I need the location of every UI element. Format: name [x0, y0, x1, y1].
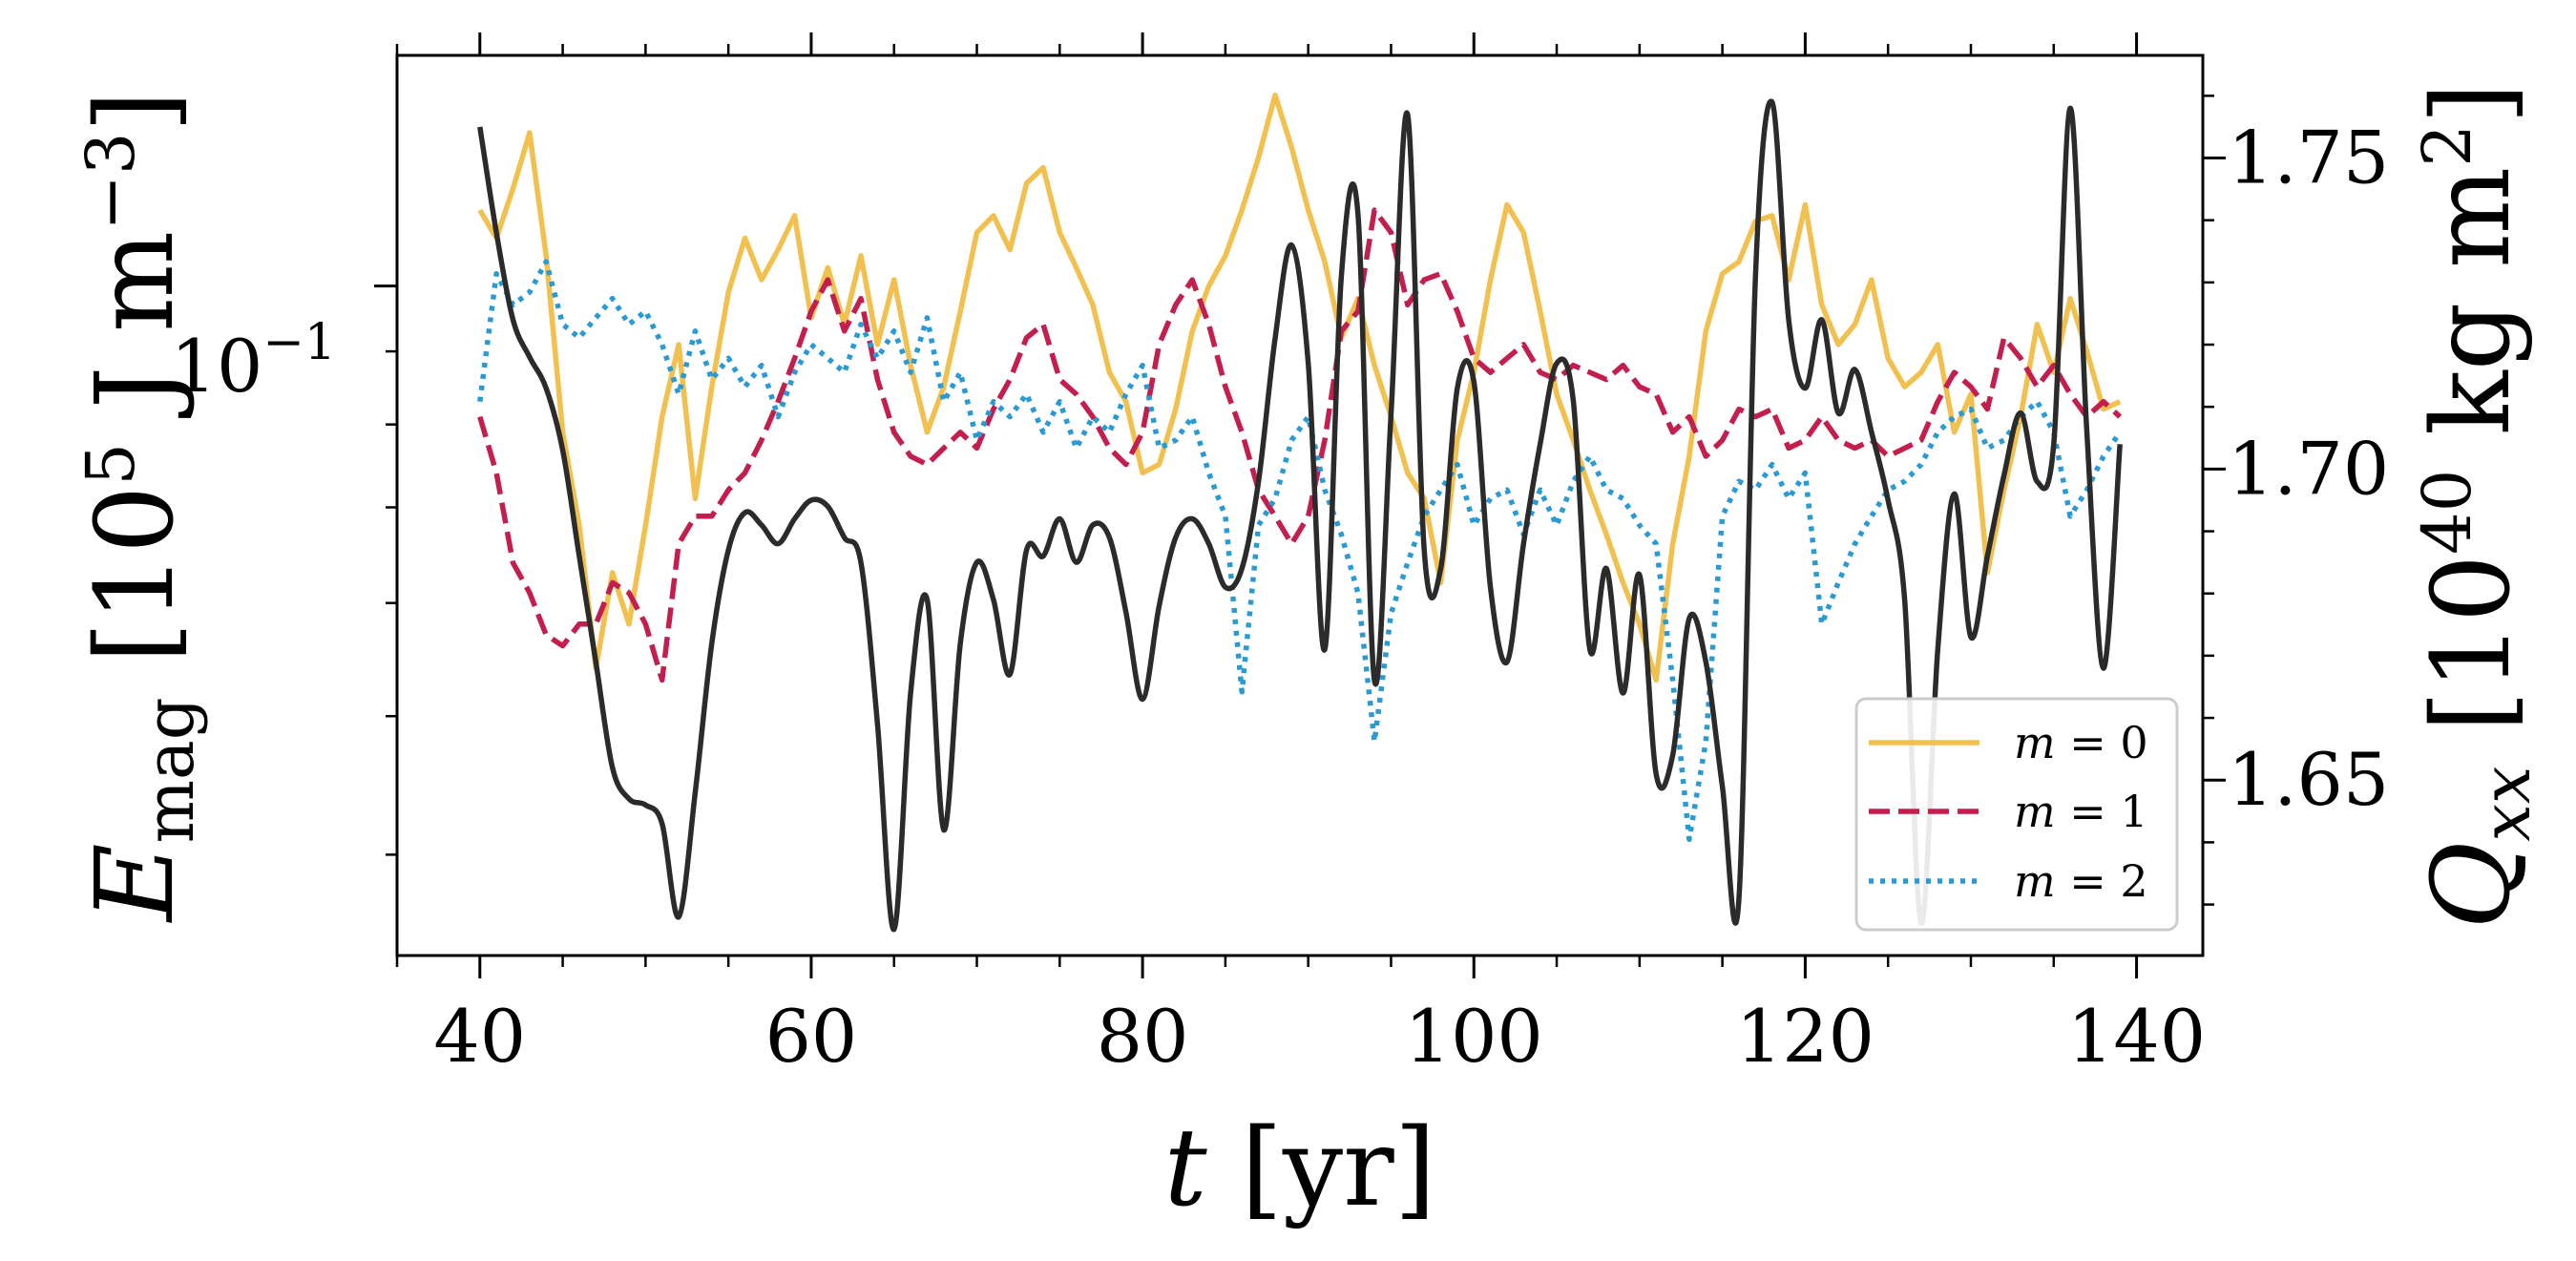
y-left-tick-label: 10−1: [171, 314, 336, 409]
x-axis-label: t [yr]: [1164, 1106, 1436, 1230]
legend: m = 0 m = 1 m = 2: [1854, 697, 2179, 932]
legend-label-m1: m = 1: [2014, 786, 2148, 837]
series-line-m2: [477, 259, 2123, 843]
plot-frame: [395, 53, 2205, 957]
x-tick-label: 60: [765, 994, 858, 1079]
y-right-tick-label: 1.75: [2228, 116, 2389, 200]
legend-label-m2: m = 2: [2014, 855, 2148, 907]
legend-label-m0: m = 0: [2014, 717, 2148, 768]
series-line-m1: [477, 207, 2123, 683]
x-tick-label: 40: [433, 994, 526, 1079]
legend-box: [1854, 697, 2179, 932]
series-line-qxx: [477, 98, 2123, 933]
y-left-tick-exponent: −1: [262, 314, 336, 371]
y-left-axis-label: Emag [105 J m−3]: [72, 91, 209, 923]
series-line-m0: [477, 92, 2122, 683]
x-tick-label: 120: [1736, 994, 1874, 1079]
x-tick-label: 100: [1405, 994, 1543, 1079]
x-tick-labels: 40 60 80 100 120 140: [433, 994, 2206, 1079]
series-lines: [477, 92, 2123, 933]
y-right-tick-label: 1.65: [2228, 737, 2389, 822]
y-left-tick-base: 10: [171, 324, 263, 409]
x-tick-label: 80: [1097, 994, 1189, 1079]
y-right-tick-label: 1.70: [2228, 426, 2389, 511]
y-right-tick-labels: 1.65 1.70 1.75: [2228, 116, 2389, 823]
tick-marks: [374, 32, 2226, 978]
y-right-axis-label: Qxx [1040 kg m2]: [2408, 83, 2545, 930]
x-tick-label: 140: [2067, 994, 2206, 1079]
